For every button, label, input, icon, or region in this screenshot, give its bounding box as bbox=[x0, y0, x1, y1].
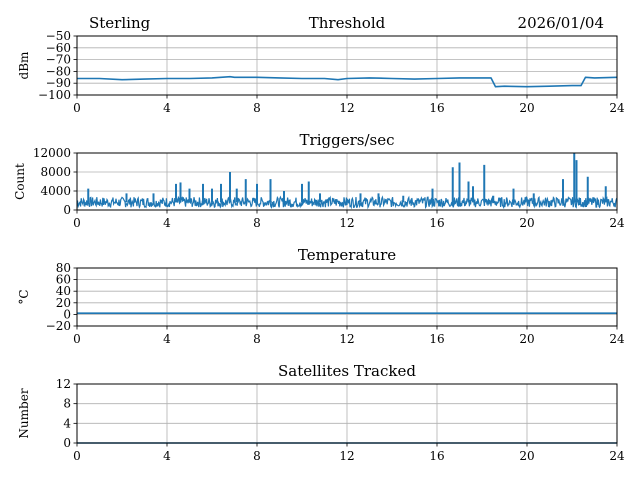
station-name: Sterling bbox=[89, 14, 151, 32]
x-tick-label: 0 bbox=[73, 449, 81, 463]
y-tick-label: 80 bbox=[56, 261, 71, 275]
panel-1: Threshold 0 4 8 12 16 20 24 −100−90−80−70−60−50 d… bbox=[17, 14, 625, 115]
y-tick-label: −50 bbox=[46, 29, 71, 43]
x-tick-label: 4 bbox=[163, 216, 171, 230]
y-axis-label: °C bbox=[17, 289, 31, 304]
x-tick-label: 16 bbox=[429, 101, 444, 115]
y-axis-label: Number bbox=[17, 388, 31, 438]
x-tick-label: 12 bbox=[339, 449, 354, 463]
y-tick-label: 12 bbox=[56, 377, 71, 391]
x-tick-label: 20 bbox=[519, 216, 534, 230]
chart-panels: Threshold 0 4 8 12 16 20 24 −100−90−80−70−60−50 d… bbox=[13, 14, 625, 463]
panel-4: Satellites Tracked 0 4 8 12 16 20 24 0 4 8 12 Number bbox=[17, 362, 625, 463]
series-baseline bbox=[77, 195, 617, 210]
y-tick-label: −90 bbox=[46, 76, 71, 90]
x-tick-label: 20 bbox=[519, 332, 534, 346]
x-tick-label: 24 bbox=[609, 449, 625, 463]
y-tick-label: −100 bbox=[38, 88, 71, 102]
x-tick-label: 4 bbox=[163, 449, 171, 463]
panel-2: Triggers/sec 0 4 8 12 16 20 24 0 4000 8000 12000 Cou… bbox=[13, 131, 625, 230]
y-tick-label: −20 bbox=[46, 319, 71, 333]
panel-title: Threshold bbox=[309, 14, 386, 32]
y-axis-label: Count bbox=[13, 163, 27, 200]
y-tick-label: 0 bbox=[63, 203, 71, 217]
panel-title: Temperature bbox=[298, 246, 396, 264]
y-tick-label: 4000 bbox=[40, 184, 71, 198]
x-tick-label: 16 bbox=[429, 449, 444, 463]
y-tick-label: 4 bbox=[63, 416, 71, 430]
x-tick-label: 12 bbox=[339, 101, 354, 115]
x-tick-label: 16 bbox=[429, 216, 444, 230]
y-tick-label: 0 bbox=[63, 436, 71, 450]
x-tick-label: 12 bbox=[339, 216, 354, 230]
x-tick-label: 0 bbox=[73, 216, 81, 230]
x-tick-label: 8 bbox=[253, 101, 261, 115]
x-tick-label: 8 bbox=[253, 332, 261, 346]
x-tick-label: 0 bbox=[73, 101, 81, 115]
y-tick-label: 12000 bbox=[33, 146, 71, 160]
x-tick-label: 12 bbox=[339, 332, 354, 346]
x-tick-label: 8 bbox=[253, 216, 261, 230]
y-tick-label: 8 bbox=[63, 397, 71, 411]
x-tick-label: 24 bbox=[609, 332, 625, 346]
y-tick-label: −80 bbox=[46, 64, 71, 78]
panel-title: Triggers/sec bbox=[300, 131, 395, 149]
x-tick-label: 0 bbox=[73, 332, 81, 346]
x-tick-label: 24 bbox=[609, 216, 625, 230]
data-layer bbox=[77, 153, 617, 210]
y-tick-label: −70 bbox=[46, 53, 71, 67]
panel-title: Satellites Tracked bbox=[278, 362, 416, 380]
x-tick-label: 20 bbox=[519, 101, 534, 115]
x-tick-label: 8 bbox=[253, 449, 261, 463]
x-tick-label: 24 bbox=[609, 101, 625, 115]
date-label: 2026/01/04 bbox=[518, 14, 604, 32]
y-tick-label: 8000 bbox=[40, 165, 71, 179]
x-tick-label: 4 bbox=[163, 332, 171, 346]
x-tick-label: 20 bbox=[519, 449, 534, 463]
x-tick-label: 4 bbox=[163, 101, 171, 115]
data-layer bbox=[77, 75, 617, 88]
series-line bbox=[77, 75, 617, 88]
y-tick-label: 40 bbox=[56, 284, 71, 298]
y-tick-label: −60 bbox=[46, 41, 71, 55]
y-tick-label: 60 bbox=[56, 273, 71, 287]
y-axis-label: dBm bbox=[17, 51, 31, 80]
x-tick-label: 16 bbox=[429, 332, 444, 346]
y-tick-label: 20 bbox=[56, 296, 71, 310]
y-tick-label: 0 bbox=[63, 307, 71, 321]
